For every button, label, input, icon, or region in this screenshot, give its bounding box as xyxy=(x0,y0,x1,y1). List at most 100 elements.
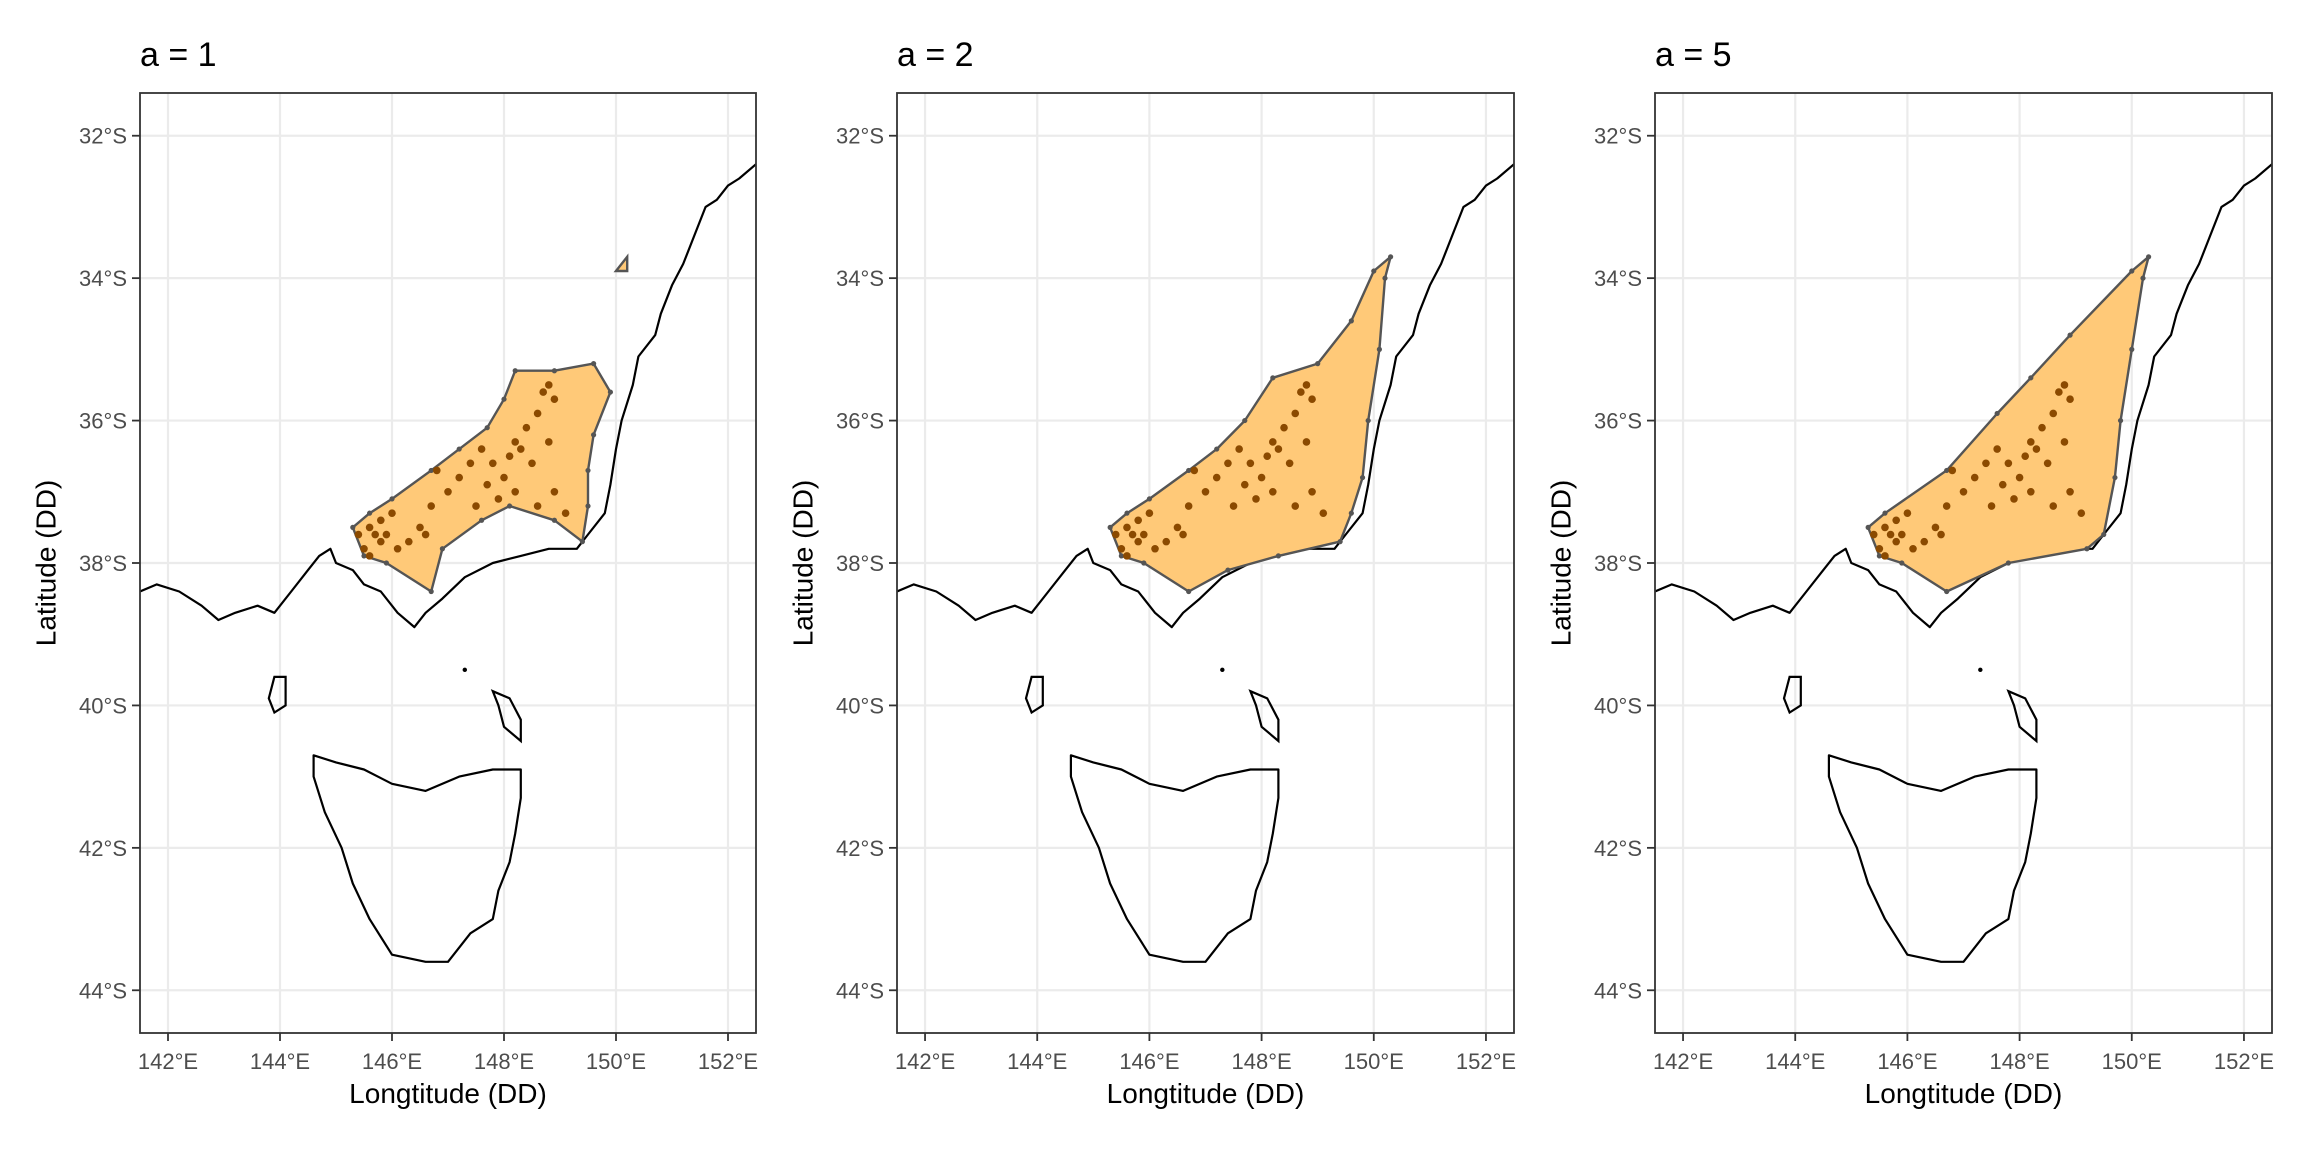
hull-vertex xyxy=(1146,496,1153,502)
occurrence-point xyxy=(1909,544,1917,553)
map-panel-2: a = 2 Latitude (DD) Longtitude (DD) 142°… xyxy=(787,36,1516,1109)
y-tick-label: 32°S xyxy=(1594,124,1642,149)
occurrence-point xyxy=(477,445,486,453)
occurrence-point xyxy=(1291,409,1300,418)
panel-title: a = 2 xyxy=(897,36,974,74)
occurrence-point xyxy=(1235,445,1243,453)
occurrence-point xyxy=(1886,530,1895,539)
occurrence-point xyxy=(1257,473,1266,482)
occurrence-point xyxy=(1269,438,1277,446)
occurrence-point xyxy=(1948,466,1957,475)
hull-vertex xyxy=(484,425,490,431)
x-tick-label: 148°E xyxy=(1989,1049,2049,1074)
occurrence-point xyxy=(1937,530,1945,539)
y-tick-label: 44°S xyxy=(79,978,127,1003)
occurrence-point xyxy=(1123,523,1131,532)
x-tick-label: 150°E xyxy=(586,1049,646,1074)
alpha-hull-fragment xyxy=(613,253,629,273)
occurrence-point xyxy=(1134,537,1142,546)
hull-vertex xyxy=(367,510,373,516)
occurrence-point xyxy=(371,530,380,539)
occurrence-point xyxy=(561,509,570,517)
hull-vertex xyxy=(2084,546,2090,552)
hull-vertex xyxy=(1382,275,1388,281)
y-tick-label: 38°S xyxy=(836,551,884,576)
map-content xyxy=(140,163,756,963)
y-tick-label: 40°S xyxy=(79,693,127,718)
occurrence-point xyxy=(1881,523,1889,532)
hull-vertex xyxy=(2028,375,2034,381)
x-axis-label: Longtitude (DD) xyxy=(349,1078,547,1109)
occurrence-point xyxy=(2066,487,2074,496)
occurrence-point xyxy=(1970,473,1979,482)
y-tick-label: 32°S xyxy=(79,124,127,149)
occurrence-point xyxy=(1201,487,1210,496)
occurrence-point xyxy=(1128,530,1137,539)
occurrence-point xyxy=(533,502,542,510)
x-tick-label: 152°E xyxy=(2214,1049,2274,1074)
hull-vertex xyxy=(1275,553,1282,559)
occurrence-point xyxy=(1987,502,1996,510)
hull-vertex xyxy=(361,553,367,559)
panel-title: a = 5 xyxy=(1655,36,1732,74)
hull-vertex xyxy=(1186,467,1192,474)
occurrence-point xyxy=(2032,445,2041,453)
hull-vertex xyxy=(1899,560,1905,566)
occurrence-point xyxy=(1920,537,1929,546)
occurrence-point xyxy=(1942,502,1951,510)
occurrence-point xyxy=(365,523,374,532)
gridlines xyxy=(1655,93,2272,1033)
map-panel-1: a = 1 Latitude (DD) Longtitude (DD) 142°… xyxy=(30,36,758,1109)
occurrence-point xyxy=(550,487,559,496)
occurrence-point xyxy=(360,544,368,553)
hull-vertex xyxy=(591,432,597,438)
map-content xyxy=(1655,163,2272,963)
hull-vertex xyxy=(585,503,591,509)
occurrence-point xyxy=(494,495,503,503)
occurrence-point xyxy=(1959,487,1968,496)
hull-vertex xyxy=(1376,346,1382,352)
occurrence-point xyxy=(2010,495,2018,503)
tasmania-outline xyxy=(1827,754,2038,963)
y-axis-label: Latitude (DD) xyxy=(1545,480,1576,647)
king-island-outline xyxy=(267,675,287,715)
occurrence-point xyxy=(466,459,475,468)
hull-vertex xyxy=(1315,361,1321,367)
flinders-island-outline xyxy=(2006,689,2038,744)
mainland-coastline xyxy=(897,163,1514,629)
hull-vertex xyxy=(456,446,462,452)
occurrence-point xyxy=(2043,459,2052,468)
occurrence-point xyxy=(539,388,547,396)
hull-vertex xyxy=(1876,553,1882,559)
islet-marker xyxy=(1978,667,1983,673)
hull-vertex xyxy=(1994,410,2000,417)
occurrence-point xyxy=(545,381,553,389)
hull-vertex xyxy=(1359,474,1366,481)
panel-title: a = 1 xyxy=(140,36,217,74)
hull-vertex xyxy=(389,496,395,502)
occurrence-point xyxy=(483,480,492,489)
hull-vertex xyxy=(383,560,389,566)
occurrence-point xyxy=(1892,537,1900,546)
occurrence-point xyxy=(1162,537,1171,546)
y-tick-label: 32°S xyxy=(836,124,884,149)
occurrence-point xyxy=(2055,388,2063,396)
occurrence-point xyxy=(2066,395,2074,404)
x-tick-label: 152°E xyxy=(698,1049,758,1074)
occurrence-point xyxy=(1291,502,1300,510)
occurrence-point xyxy=(1184,502,1193,510)
occurrence-point xyxy=(1140,530,1148,539)
occurrence-point xyxy=(511,438,519,446)
hull-vertex xyxy=(2101,531,2107,538)
occurrence-point xyxy=(377,537,385,546)
occurrence-point xyxy=(1881,552,1889,560)
hull-vertex xyxy=(439,546,445,552)
x-axis-label: Longtitude (DD) xyxy=(1865,1078,2063,1109)
occurrence-point xyxy=(1269,487,1277,496)
y-tick-label: 36°S xyxy=(836,409,884,434)
x-tick-label: 150°E xyxy=(2102,1049,2162,1074)
occurrence-point xyxy=(1993,445,2001,453)
hull-vertex xyxy=(501,396,507,402)
hull-vertex xyxy=(1348,318,1354,324)
occurrence-point xyxy=(500,473,508,482)
